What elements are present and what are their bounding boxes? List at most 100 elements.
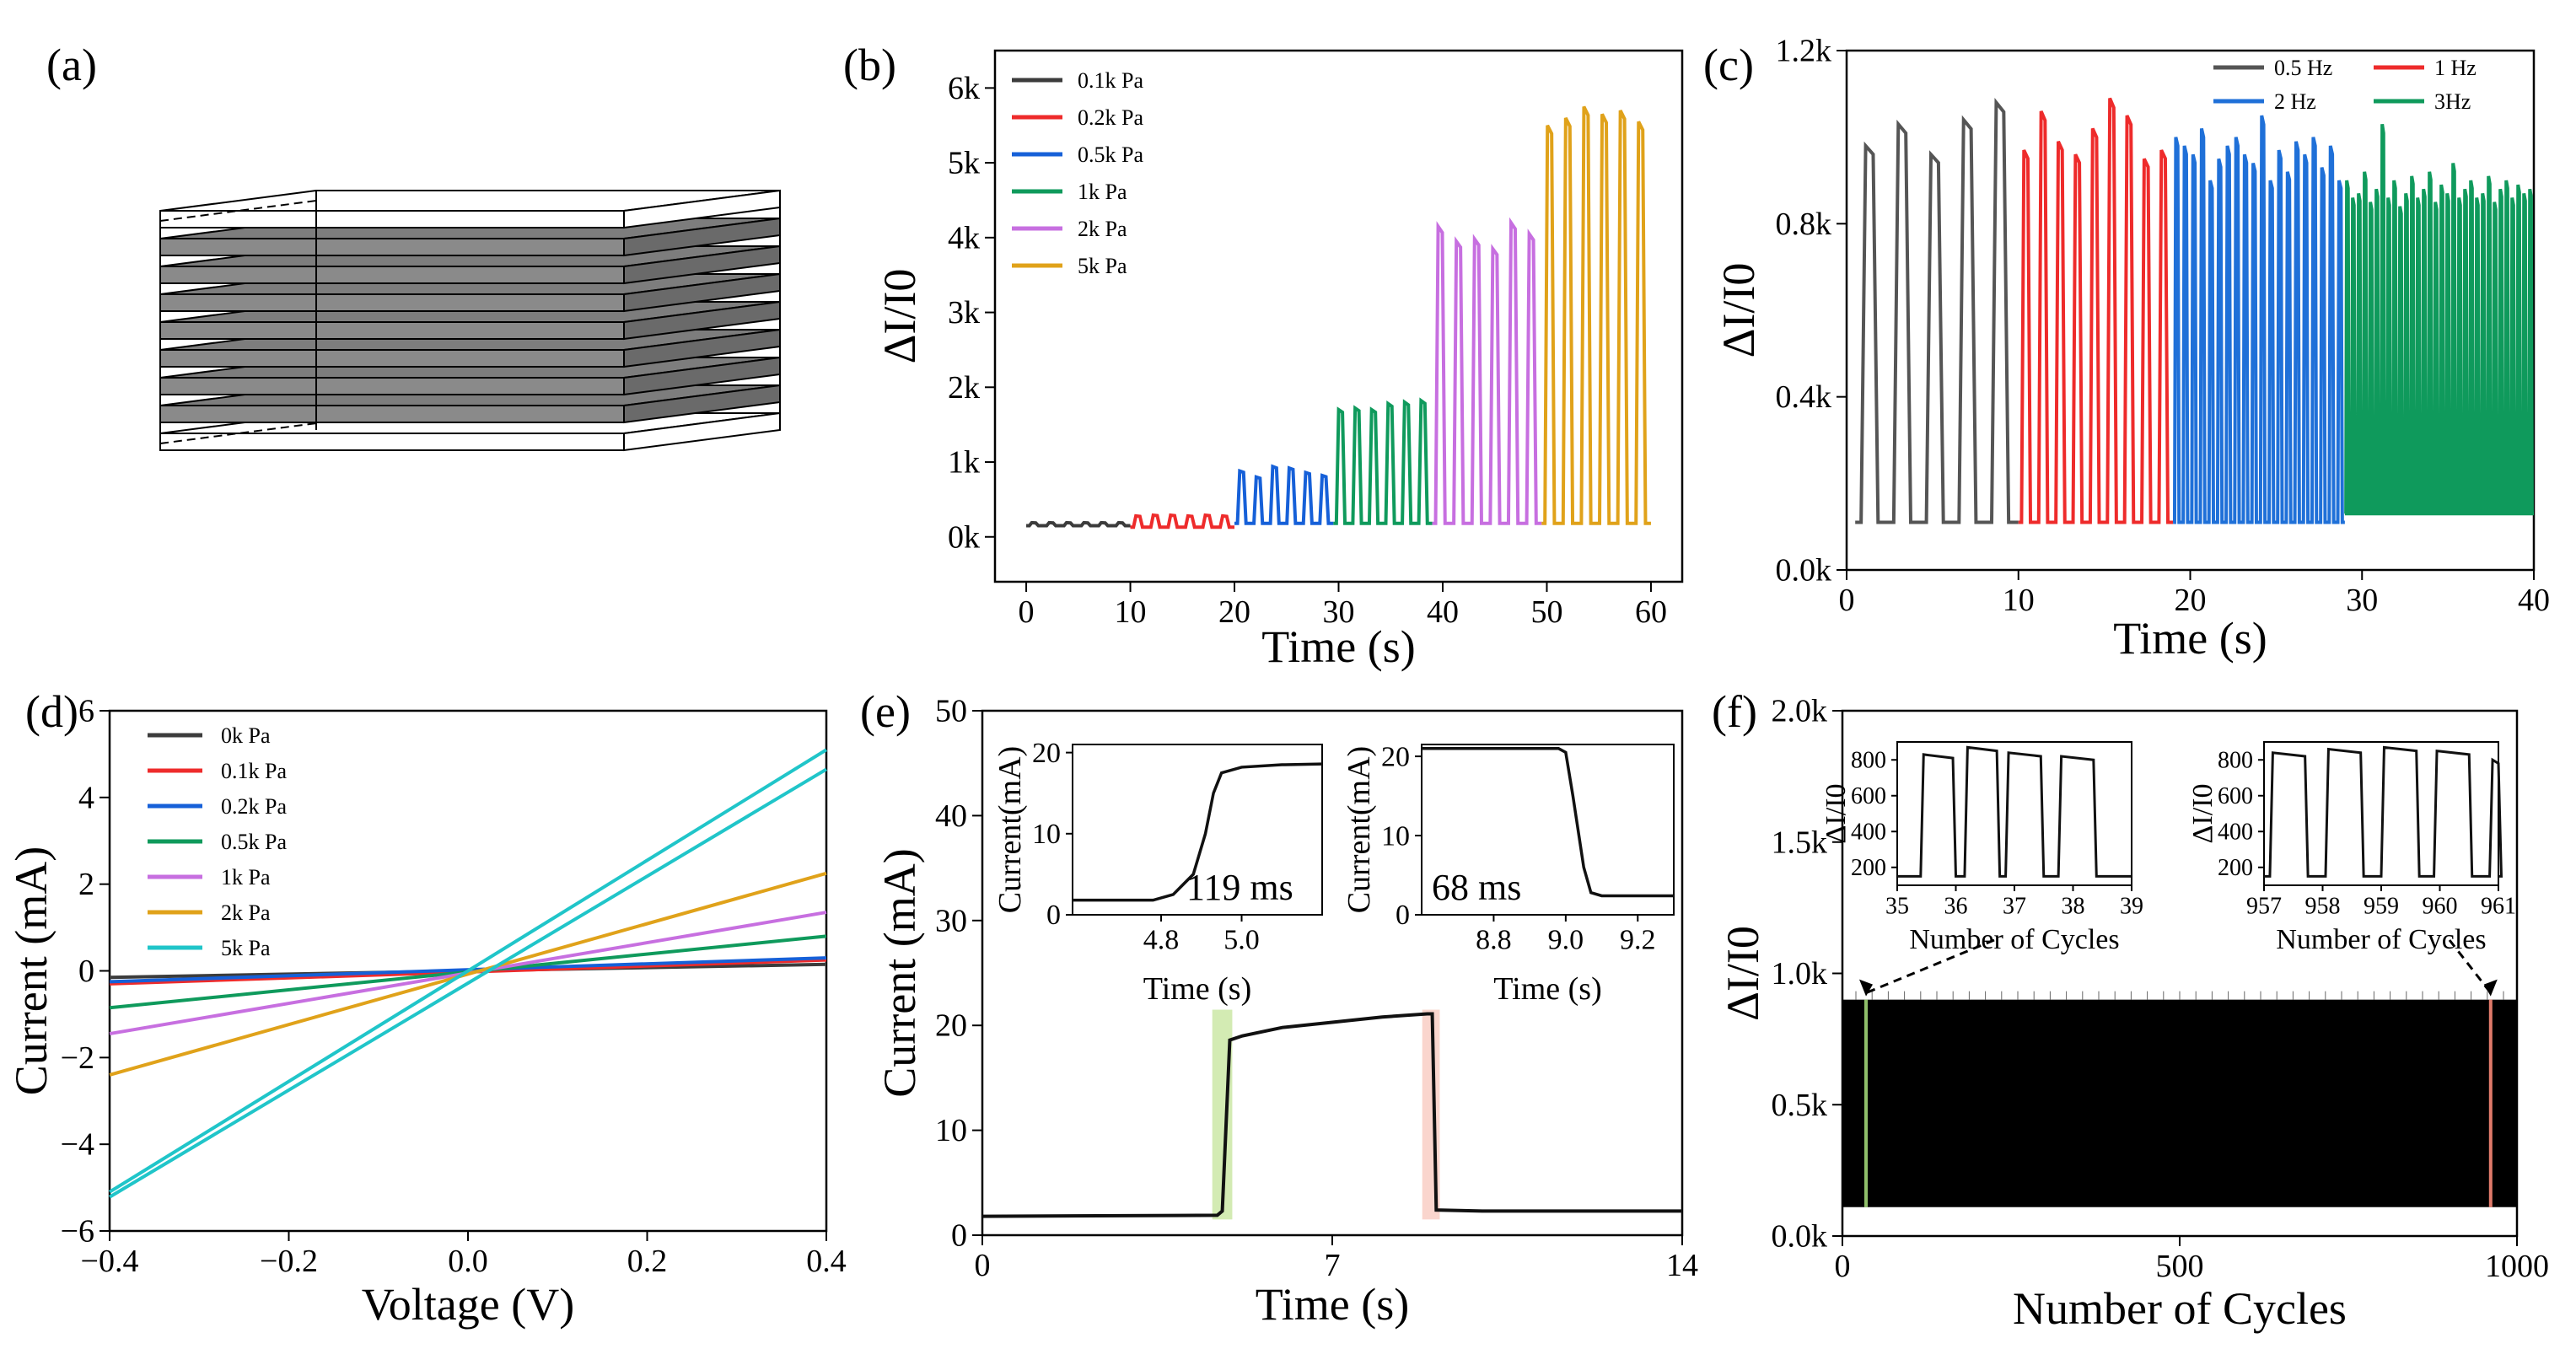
x-tick-label: 0 [1835, 1249, 1851, 1284]
y-tick-label: 3k [948, 295, 980, 331]
x-tick-label: 500 [2156, 1249, 2204, 1284]
y-axis-label: ΔI/I0 [1713, 263, 1764, 358]
series-line [2172, 115, 2345, 524]
x-tick-label: 40 [1427, 594, 1459, 630]
y-tick-label: 2 [78, 867, 94, 902]
series-line [1432, 217, 1542, 525]
y-tick-label: 1.2k [1776, 34, 1832, 69]
x-tick-label: 0 [1839, 583, 1855, 618]
x-tick-label: 960 [2423, 894, 2458, 920]
x-axis-label: Number of Cycles [1909, 924, 2119, 955]
x-tick-label: 9.2 [1620, 924, 1656, 955]
x-axis-label: Voltage (V) [362, 1279, 574, 1330]
layer-front [159, 349, 625, 368]
y-tick-label: 0 [78, 954, 94, 989]
x-tick-label: −0.2 [260, 1244, 318, 1279]
x-tick-label: 30 [1323, 594, 1355, 630]
y-tick-label: 10 [1032, 819, 1061, 850]
x-tick-label: 50 [1530, 594, 1562, 630]
series-line [1130, 513, 1235, 529]
y-tick-label: 20 [1032, 738, 1061, 769]
chart-c: 0 10 20 30 40 0.0k 0.4k 0.8k 1.2k Time (s) ΔI/I0 0.… [1713, 34, 2550, 664]
y-tick-label: 600 [1851, 783, 1886, 809]
legend-label: 0.1k Pa [221, 759, 287, 783]
y-axis-label: ΔI/I0 [1820, 784, 1852, 844]
y-axis-label: Current(mA) [992, 746, 1028, 913]
panel-label-a: (a) [46, 40, 97, 90]
plot-frame [1421, 744, 1675, 916]
legend-label: 0.1k Pa [1078, 68, 1143, 93]
x-axis-label: Time (s) [1493, 971, 1601, 1007]
x-tick-label: 20 [2175, 583, 2207, 618]
y-tick-label: 0.4k [1776, 379, 1832, 415]
plot-frame [1072, 744, 1323, 916]
series-line [2344, 123, 2534, 516]
layer-front [159, 405, 625, 423]
chart-b: 0 10 20 30 40 50 60 0k 1k 2k 3k 4k 5k 6k Time (s) ΔI/I0… [874, 49, 1684, 672]
x-tick-label: 0.0 [448, 1244, 488, 1279]
x-tick-label: 35 [1885, 894, 1909, 920]
legend-label: 1k Pa [221, 865, 271, 889]
legend-label: 5k Pa [221, 936, 271, 960]
x-axis-label: Time (s) [1261, 621, 1416, 672]
x-tick-label: 7 [1325, 1248, 1341, 1283]
x-axis-label: Number of Cycles [2276, 924, 2486, 955]
x-tick-label: 961 [2481, 894, 2516, 920]
x-tick-label: 957 [2246, 894, 2282, 920]
inset-line [1073, 762, 1323, 902]
legend-label: 1k Pa [1078, 180, 1127, 204]
y-tick-label: 1k [948, 445, 980, 481]
y-tick-label: 10 [935, 1113, 967, 1148]
x-tick-label: 9.0 [1548, 924, 1584, 955]
y-tick-label: 20 [935, 1008, 967, 1044]
y-tick-label: −2 [61, 1040, 94, 1076]
series-line [108, 748, 828, 1194]
chart-e: 0 7 14 0 10 20 30 40 50 Time (s) Current (mA) 4.8 5.… [874, 694, 1698, 1330]
y-tick-label: 4 [78, 780, 94, 815]
x-tick-label: −0.4 [81, 1244, 139, 1279]
x-tick-label: 36 [1944, 894, 1968, 920]
legend-label: 0.5k Pa [221, 830, 287, 854]
x-axis-label: Time (s) [1143, 971, 1251, 1007]
y-tick-label: 400 [1851, 819, 1886, 845]
layer-front [159, 238, 625, 256]
layer-front [159, 266, 625, 284]
y-tick-label: −4 [61, 1127, 94, 1163]
x-tick-label: 40 [2518, 583, 2550, 618]
y-tick-label: 0k [948, 519, 980, 555]
inset-chart: 957 958 959 960 961 200 400 600 800 Number of Cyc… [2187, 741, 2516, 955]
y-tick-label: −6 [61, 1214, 94, 1250]
series-line [1026, 520, 1131, 528]
zoom-arrow [2448, 939, 2492, 994]
x-tick-label: 4.8 [1143, 924, 1180, 955]
y-axis-label: ΔI/I0 [2187, 784, 2218, 844]
y-tick-label: 400 [2218, 819, 2253, 845]
y-axis-label: Current (mA) [6, 846, 56, 1095]
legend-label: 0.5k Pa [1078, 142, 1143, 167]
y-tick-label: 30 [935, 903, 967, 938]
y-axis-label: Current(mA) [1342, 746, 1377, 913]
layer-front [159, 321, 625, 340]
legend-label: 2 Hz [2274, 89, 2316, 114]
y-tick-label: 2k [948, 370, 980, 406]
legend-label: 0.5 Hz [2274, 56, 2332, 80]
panel-label-e: (e) [860, 686, 911, 737]
x-tick-label: 10 [1115, 594, 1147, 630]
inset-line [1897, 745, 2132, 878]
x-tick-label: 60 [1635, 594, 1667, 630]
y-tick-label: 0 [951, 1218, 967, 1254]
y-tick-label: 5k [948, 146, 980, 181]
x-axis-label: Time (s) [1256, 1279, 1410, 1330]
inset-line [1422, 746, 1674, 898]
y-tick-label: 6 [78, 694, 94, 729]
y-tick-label: 6k [948, 71, 980, 106]
x-tick-label: 5.0 [1223, 924, 1260, 955]
y-tick-label: 0.5k [1772, 1088, 1828, 1123]
x-tick-label: 958 [2305, 894, 2341, 920]
y-tick-label: 200 [2218, 855, 2253, 881]
x-tick-label: 0.4 [806, 1244, 847, 1279]
chart-f: 0 500 1000 0.0k 0.5k 1.0k 1.5k 2.0k Number of Cy… [1718, 694, 2549, 1334]
y-tick-label: 4k [948, 220, 980, 255]
series-line [109, 871, 827, 1077]
